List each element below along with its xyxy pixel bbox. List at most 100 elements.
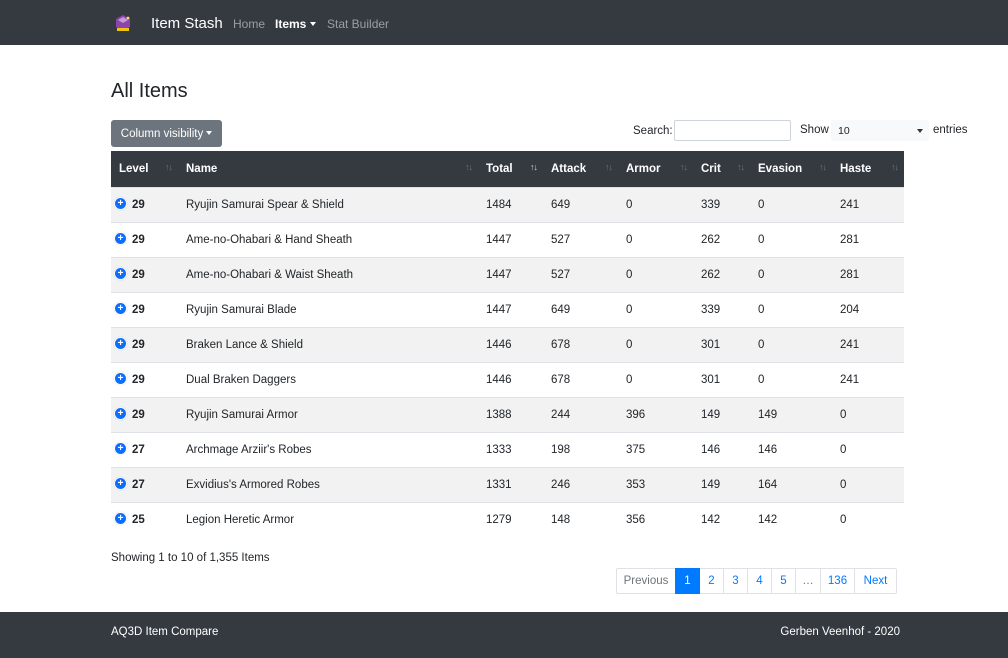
- armor-cell: 375: [618, 431, 693, 467]
- entries-length-value: 10: [838, 125, 850, 137]
- armor-cell: 0: [618, 291, 693, 327]
- pagination-page-last[interactable]: 136: [820, 568, 855, 594]
- table-body: +29 Ryujin Samurai Spear & Shield 1484 6…: [111, 186, 904, 537]
- total-cell: 1446: [478, 326, 543, 362]
- evasion-cell: 0: [750, 291, 832, 327]
- level-cell: +29: [111, 396, 178, 432]
- pagination-next[interactable]: Next: [854, 568, 897, 594]
- level-cell: +27: [111, 431, 178, 467]
- haste-cell: 0: [832, 501, 904, 537]
- table-row[interactable]: +29 Ame-no-Ohabari & Hand Sheath 1447 52…: [111, 221, 904, 257]
- evasion-cell: 0: [750, 186, 832, 222]
- search-input[interactable]: [674, 120, 791, 141]
- haste-cell: 204: [832, 291, 904, 327]
- name-cell: Ryujin Samurai Spear & Shield: [178, 186, 478, 222]
- chevron-down-icon: [917, 129, 923, 133]
- pagination-previous[interactable]: Previous: [616, 568, 676, 594]
- sort-icon: ↑↓: [605, 162, 613, 172]
- armor-cell: 0: [618, 186, 693, 222]
- attack-cell: 198: [543, 431, 618, 467]
- table-row[interactable]: +29 Braken Lance & Shield 1446 678 0 301…: [111, 326, 904, 362]
- table-row[interactable]: +29 Ryujin Samurai Spear & Shield 1484 6…: [111, 186, 904, 222]
- level-cell: +29: [111, 361, 178, 397]
- sort-icon: ↑↓: [680, 162, 688, 172]
- haste-cell: 0: [832, 466, 904, 502]
- entries-length-select[interactable]: 10: [831, 120, 929, 141]
- armor-cell: 356: [618, 501, 693, 537]
- expand-row-icon[interactable]: +: [115, 233, 126, 244]
- haste-cell: 241: [832, 361, 904, 397]
- expand-row-icon[interactable]: +: [115, 443, 126, 454]
- brand-name[interactable]: Item Stash: [151, 15, 223, 32]
- name-cell: Exvidius's Armored Robes: [178, 466, 478, 502]
- expand-row-icon[interactable]: +: [115, 303, 126, 314]
- column-header-crit[interactable]: Crit ↑↓: [693, 151, 750, 187]
- evasion-cell: 0: [750, 221, 832, 257]
- attack-cell: 649: [543, 186, 618, 222]
- crit-cell: 339: [693, 291, 750, 327]
- attack-cell: 678: [543, 361, 618, 397]
- sort-icon: ↑↓: [891, 162, 899, 172]
- attack-cell: 246: [543, 466, 618, 502]
- total-cell: 1388: [478, 396, 543, 432]
- armor-cell: 353: [618, 466, 693, 502]
- pagination-page-1[interactable]: 1: [675, 568, 700, 594]
- expand-row-icon[interactable]: +: [115, 513, 126, 525]
- name-cell: Ame-no-Ohabari & Hand Sheath: [178, 221, 478, 257]
- haste-cell: 0: [832, 431, 904, 467]
- name-cell: Dual Braken Daggers: [178, 361, 478, 397]
- attack-cell: 148: [543, 501, 618, 537]
- expand-row-icon[interactable]: +: [115, 408, 126, 419]
- table-row[interactable]: +29 Ame-no-Ohabari & Waist Sheath 1447 5…: [111, 256, 904, 292]
- table-row[interactable]: +29 Dual Braken Daggers 1446 678 0 301 0…: [111, 361, 904, 397]
- column-header-evasion[interactable]: Evasion ↑↓: [750, 151, 832, 187]
- level-cell: +29: [111, 256, 178, 292]
- column-header-armor[interactable]: Armor ↑↓: [618, 151, 693, 187]
- column-visibility-button[interactable]: Column visibility: [111, 120, 222, 147]
- table-row[interactable]: +29 Ryujin Samurai Armor 1388 244 396 14…: [111, 396, 904, 432]
- table-row[interactable]: +29 Ryujin Samurai Blade 1447 649 0 339 …: [111, 291, 904, 327]
- armor-cell: 0: [618, 361, 693, 397]
- table-row[interactable]: +27 Exvidius's Armored Robes 1331 246 35…: [111, 466, 904, 502]
- pagination-page-3[interactable]: 3: [723, 568, 748, 594]
- pagination-page-2[interactable]: 2: [699, 568, 724, 594]
- name-cell: Ame-no-Ohabari & Waist Sheath: [178, 256, 478, 292]
- haste-cell: 241: [832, 326, 904, 362]
- crit-cell: 301: [693, 361, 750, 397]
- pagination-ellipsis: …: [795, 568, 821, 594]
- entries-label: entries: [933, 124, 968, 136]
- expand-row-icon[interactable]: +: [115, 198, 126, 209]
- nav-items-dropdown[interactable]: Items: [275, 17, 317, 31]
- column-header-name[interactable]: Name ↑↓: [178, 151, 478, 187]
- column-header-attack[interactable]: Attack ↑↓: [543, 151, 618, 187]
- crit-cell: 262: [693, 221, 750, 257]
- column-header-total[interactable]: Total ↑↓: [478, 151, 543, 187]
- crit-cell: 149: [693, 466, 750, 502]
- table-row[interactable]: +25 Legion Heretic Armor 1279 148 356 14…: [111, 501, 904, 537]
- caret-down-icon: [310, 21, 317, 26]
- nav-items-label: Items: [275, 17, 307, 31]
- sort-icon: ↑↓: [165, 162, 173, 172]
- table-row[interactable]: +27 Archmage Arziir's Robes 1333 198 375…: [111, 431, 904, 467]
- expand-row-icon[interactable]: +: [115, 373, 126, 384]
- expand-row-icon[interactable]: +: [115, 478, 126, 489]
- pagination-page-4[interactable]: 4: [747, 568, 772, 594]
- brand-logo-icon[interactable]: [114, 14, 132, 32]
- crit-cell: 146: [693, 431, 750, 467]
- level-cell: +29: [111, 326, 178, 362]
- table-header-row: Level ↑↓ Name ↑↓ Total ↑↓ Attack ↑↓ Armor ↑↓ …: [111, 151, 904, 187]
- sort-icon: ↑↓: [465, 162, 473, 172]
- column-header-level[interactable]: Level ↑↓: [111, 151, 178, 187]
- nav-stat-builder-link[interactable]: Stat Builder: [327, 17, 390, 31]
- crit-cell: 301: [693, 326, 750, 362]
- column-header-haste[interactable]: Haste ↑↓: [832, 151, 904, 187]
- sort-descending-icon: ↑↓: [530, 162, 538, 172]
- total-cell: 1446: [478, 361, 543, 397]
- name-cell: Archmage Arziir's Robes: [178, 431, 478, 467]
- nav-home-link[interactable]: Home: [233, 17, 266, 31]
- attack-cell: 649: [543, 291, 618, 327]
- expand-row-icon[interactable]: +: [115, 338, 126, 349]
- expand-row-icon[interactable]: +: [115, 268, 126, 279]
- pagination-page-5[interactable]: 5: [771, 568, 796, 594]
- armor-cell: 0: [618, 221, 693, 257]
